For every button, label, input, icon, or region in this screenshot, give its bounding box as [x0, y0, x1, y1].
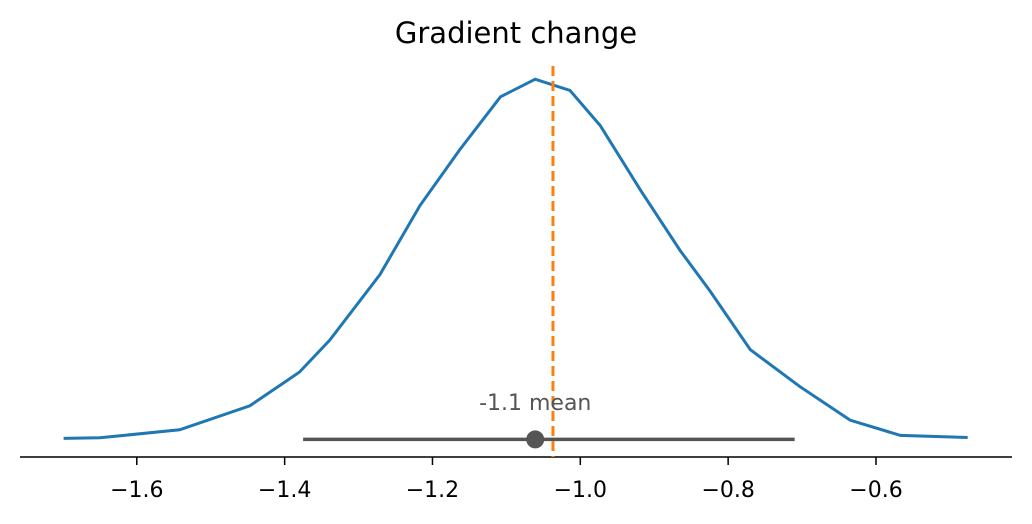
density-curve: [63, 77, 968, 440]
chart-title: Gradient change: [395, 16, 637, 50]
x-tick-label: −1.6: [110, 478, 163, 503]
x-tick-label: −1.0: [554, 478, 607, 503]
mean-label: -1.1 mean: [479, 391, 591, 416]
mean-point: [526, 430, 545, 449]
x-tick-label: −0.6: [849, 478, 902, 503]
x-tick-label: −1.2: [406, 478, 459, 503]
x-tick-label: −0.8: [701, 478, 754, 503]
x-tick-label: −1.4: [258, 478, 311, 503]
